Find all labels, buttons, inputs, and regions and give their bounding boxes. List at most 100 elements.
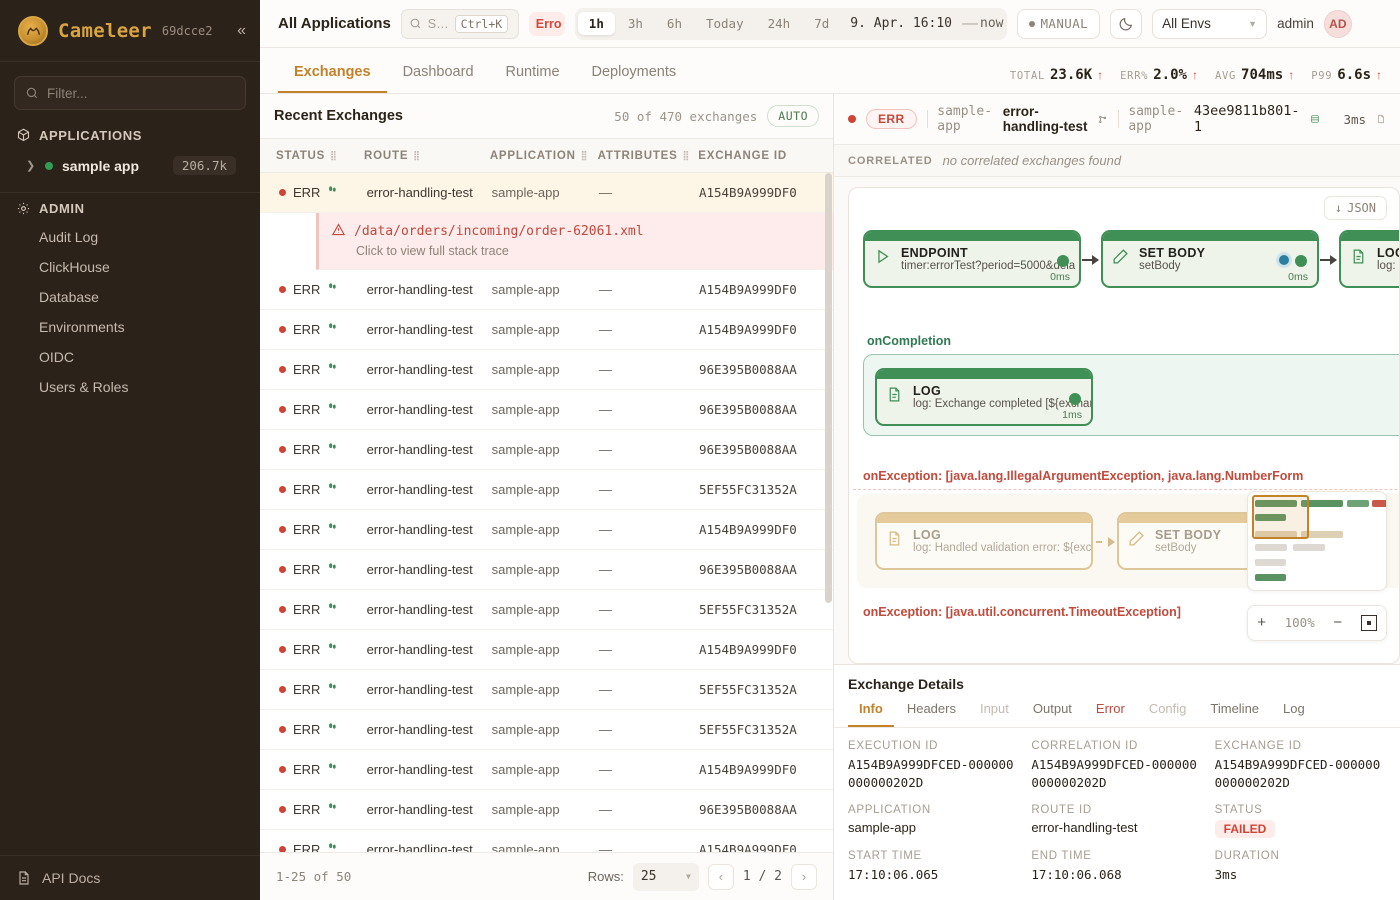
table-row[interactable]: ERR error-handling-test sample-app — 5EF55FC… <box>260 470 833 510</box>
zoom-in-button[interactable]: + <box>1257 614 1267 632</box>
global-search[interactable]: S… Ctrl+K <box>400 8 519 39</box>
flow-canvas[interactable]: ↓ JSON ENDPOINT <box>848 187 1400 664</box>
sidebar-collapse-icon[interactable]: « <box>237 21 246 39</box>
column-header-application[interactable]: APPLICATION ⣿ <box>490 150 598 162</box>
sprout-icon <box>327 482 338 497</box>
range-date-from[interactable]: 9. Apr. 16:10 <box>850 16 953 31</box>
sidebar-item-environments[interactable]: Environments <box>39 319 125 335</box>
detail-tab-headers[interactable]: Headers <box>906 700 956 716</box>
flow-section-oncompletion-label: onCompletion <box>867 334 952 348</box>
status-dot-icon <box>279 606 286 613</box>
avatar[interactable]: AD <box>1323 9 1352 38</box>
sidebar-item-clickhouse[interactable]: ClickHouse <box>39 259 110 275</box>
status-dot-icon <box>279 846 286 852</box>
sidebar-item-users-roles[interactable]: Users & Roles <box>39 379 129 395</box>
filter-input[interactable] <box>47 85 235 101</box>
flow-node-endpoint[interactable]: ENDPOINT timer:errorTest?period=5000&del… <box>863 230 1081 288</box>
tab-deployments[interactable]: Deployments <box>591 64 677 80</box>
detail-tab-info[interactable]: Info <box>848 701 894 727</box>
table-row[interactable]: ERR error-handling-test sample-app — A154B9A… <box>260 630 833 670</box>
cell-status: ERR <box>293 842 321 852</box>
range-6h[interactable]: 6h <box>666 16 682 31</box>
sidebar-filter[interactable] <box>14 76 246 110</box>
zoom-out-button[interactable]: − <box>1333 614 1343 632</box>
flow-node-exception-log[interactable]: LOG log: Handled validation error: ${exc… <box>875 512 1093 570</box>
sprout-icon <box>327 522 338 537</box>
status-dot-icon <box>279 189 286 196</box>
detail-tab-timeline[interactable]: Timeline <box>1210 700 1260 716</box>
exchanges-panel: Recent Exchanges 50 of 470 exchanges AUT… <box>260 94 834 900</box>
table-row[interactable]: ERR error-handling-test sample-app — 96E395B… <box>260 430 833 470</box>
range-1h[interactable]: 1h <box>577 12 615 35</box>
range-7d[interactable]: 7d <box>814 16 830 31</box>
column-header-attributes[interactable]: ATTRIBUTES ⣿ <box>598 150 699 162</box>
chevron-right-icon[interactable]: ❯ <box>26 160 36 172</box>
database-icon[interactable] <box>1310 112 1320 126</box>
table-row[interactable]: ERR error-handling-test sample-app — 96E395B… <box>260 790 833 830</box>
sidebar-item-audit-log[interactable]: Audit Log <box>39 229 99 245</box>
flow-node-set-body[interactable]: SET BODY setBody 0ms <box>1101 230 1319 288</box>
minimap-viewport[interactable] <box>1252 494 1309 539</box>
theme-toggle-button[interactable] <box>1110 8 1143 39</box>
sidebar-section-applications: APPLICATIONS <box>0 120 260 149</box>
detail-tab-log[interactable]: Log <box>1283 700 1305 716</box>
table-row[interactable]: ERR error-handling-test sample-app — A154B9A… <box>260 510 833 550</box>
range-today[interactable]: Today <box>705 16 744 31</box>
row-error-detail[interactable]: /data/orders/incoming/order-62061.xml Cli… <box>316 213 833 270</box>
download-json-button[interactable]: ↓ JSON <box>1323 196 1387 220</box>
cell-application: sample-app <box>491 522 560 537</box>
field-value: sample-app <box>848 819 916 835</box>
field-value: error-handling-test <box>1031 819 1138 835</box>
table-row[interactable]: ERR error-handling-test sample-app — A154B9A… <box>260 750 833 790</box>
table-row[interactable]: ERR error-handling-test sample-app — 5EF55FC… <box>260 710 833 750</box>
table-row[interactable]: ERR error-handling-test sample-app — 96E395B… <box>260 550 833 590</box>
column-header-status[interactable]: STATUS ⣿ <box>276 150 364 162</box>
table-row[interactable]: ERR error-handling-test sample-app — A154B9A… <box>260 173 833 213</box>
range-24h[interactable]: 24h <box>767 16 791 31</box>
detail-tab-error[interactable]: Error <box>1095 700 1125 716</box>
column-header-exchange-id[interactable]: EXCHANGE ID <box>698 150 833 162</box>
tab-exchanges[interactable]: Exchanges <box>278 64 387 93</box>
prev-page-button[interactable]: ‹ <box>707 863 734 890</box>
detail-tab-output[interactable]: Output <box>1032 700 1072 716</box>
tab-dashboard[interactable]: Dashboard <box>402 64 474 80</box>
status-dot-icon <box>279 566 286 573</box>
range-date-to[interactable]: now <box>980 16 1004 31</box>
sprout-icon <box>327 722 338 737</box>
auto-refresh-chip[interactable]: AUTO <box>767 105 819 127</box>
column-header-route[interactable]: ROUTE ⣿ <box>364 150 490 162</box>
kpi-p99: P99 6.6s ↑ <box>1311 67 1382 83</box>
tab-runtime[interactable]: Runtime <box>505 64 560 80</box>
document-icon <box>886 530 904 552</box>
sidebar: Cameleer 69dcce2 « APPLICATIONS ❯ sample… <box>0 0 260 900</box>
sidebar-item-sample-app[interactable]: ❯ sample app 206.7k <box>0 149 260 182</box>
table-row[interactable]: ERR error-handling-test sample-app — 96E395B… <box>260 390 833 430</box>
table-scrollbar[interactable] <box>825 173 832 603</box>
search-shortcut: Ctrl+K <box>454 14 509 33</box>
fit-to-screen-icon[interactable] <box>1360 614 1377 631</box>
next-page-button[interactable]: › <box>791 863 817 890</box>
sprout-icon <box>327 842 338 852</box>
flow-node-log[interactable]: LOG log: Sta <box>1339 230 1399 288</box>
env-select[interactable]: All Envs ▼ <box>1152 8 1268 39</box>
exchanges-count: 50 of 470 exchanges <box>614 108 758 124</box>
cell-exchange-id: 96E395B0088AA <box>698 402 797 417</box>
sidebar-item-database[interactable]: Database <box>39 289 99 305</box>
table-row[interactable]: ERR error-handling-test sample-app — 96E395B… <box>260 350 833 390</box>
error-filter-chip[interactable]: Erro <box>528 11 565 36</box>
sidebar-item-api-docs[interactable]: API Docs <box>0 855 260 900</box>
flow-node-oncompletion-log[interactable]: LOG log: Exchange completed [${exchan 1m… <box>875 368 1093 426</box>
table-row[interactable]: ERR error-handling-test sample-app — A154B9A… <box>260 270 833 310</box>
sidebar-item-oidc[interactable]: OIDC <box>39 349 74 365</box>
zoom-level: 100% <box>1284 615 1315 631</box>
table-row[interactable]: ERR error-handling-test sample-app — 5EF55FC… <box>260 590 833 630</box>
exchanges-table-body[interactable]: ERR error-handling-test sample-app — A154B9A… <box>260 173 833 852</box>
range-3h[interactable]: 3h <box>627 16 643 31</box>
rows-per-page-select[interactable]: 25 ▼ <box>632 862 699 891</box>
table-row[interactable]: ERR error-handling-test sample-app — 5EF55FC… <box>260 670 833 710</box>
flow-minimap[interactable] <box>1247 490 1387 591</box>
manual-refresh-toggle[interactable]: MANUAL <box>1016 8 1101 39</box>
document-icon[interactable] <box>1376 112 1386 126</box>
table-row[interactable]: ERR error-handling-test sample-app — A154B9A… <box>260 830 833 852</box>
table-row[interactable]: ERR error-handling-test sample-app — A154B9A… <box>260 310 833 350</box>
